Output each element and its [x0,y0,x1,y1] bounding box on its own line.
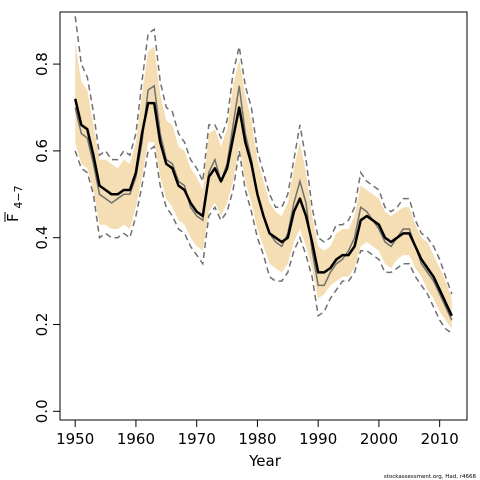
y-tick-label: 0.4 [33,226,51,250]
x-tick-label: 1950 [56,430,94,448]
x-tick-label: 2010 [421,430,459,448]
x-axis: 1950 1960 1970 1980 1990 2000 2010 [56,420,459,448]
y-axis-title-symbol: F [4,213,22,222]
y-axis-title: F 4−7 [4,185,25,222]
series-layer [73,16,453,334]
y-axis: 0.0 0.2 0.4 0.6 0.8 [33,52,60,423]
confidence-band-layer [75,42,452,329]
svg-text:F 4−7: F 4−7 [4,185,25,222]
y-tick-label: 0.0 [33,399,51,423]
x-tick-label: 1960 [117,430,155,448]
x-tick-label: 1970 [178,430,216,448]
estimate-line [73,98,453,317]
y-tick-label: 0.8 [33,52,51,76]
lower-bound-line [74,145,453,334]
footer-note: stockassessment.org, Had, r4668 [384,474,477,480]
plot-frame [59,11,468,421]
confidence-band [75,42,452,329]
y-tick-label: 0.6 [33,139,51,163]
x-axis-title: Year [248,452,282,470]
x-tick-label: 1990 [299,430,337,448]
y-tick-label: 0.2 [33,313,51,337]
upper-bound-line [74,16,453,295]
x-tick-label: 1980 [238,430,276,448]
y-axis-title-subscript: 4−7 [12,185,25,208]
x-tick-label: 2000 [360,430,398,448]
